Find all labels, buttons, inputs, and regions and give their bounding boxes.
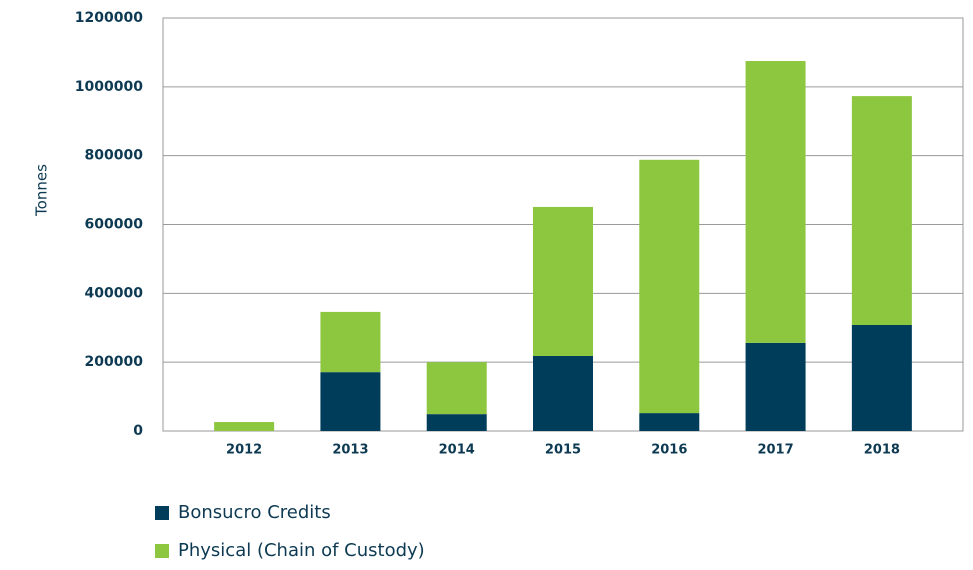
bar-segment — [639, 413, 700, 431]
y-tick-label: 400000 — [85, 285, 144, 301]
bar-segment — [320, 372, 381, 431]
legend-label: Bonsucro Credits — [178, 502, 331, 523]
legend-swatch — [155, 506, 169, 520]
x-tick-label: 2013 — [332, 443, 368, 458]
bar-segment — [745, 61, 806, 343]
bar-segment — [320, 311, 381, 373]
y-tick-label: 200000 — [85, 354, 144, 370]
legend-swatch — [155, 544, 169, 558]
x-tick-label: 2016 — [651, 443, 687, 458]
bar-segment — [851, 96, 912, 325]
legend-label: Physical (Chain of Custody) — [178, 540, 425, 561]
x-tick-label: 2012 — [226, 443, 262, 458]
x-tick-label: 2017 — [757, 443, 793, 458]
x-tick-label: 2014 — [439, 443, 475, 458]
y-tick-label: 600000 — [85, 217, 144, 233]
x-tick-label: 2015 — [545, 443, 581, 458]
bar-segment — [426, 414, 487, 431]
bar-segment — [745, 342, 806, 431]
y-tick-label: 1000000 — [75, 79, 143, 95]
y-tick-label: 0 — [133, 423, 143, 439]
y-tick-label: 800000 — [85, 148, 144, 164]
bar-segment — [533, 355, 593, 431]
bar-segment — [533, 206, 593, 356]
y-tick-label: 1200000 — [75, 10, 143, 26]
bar-segment — [214, 422, 275, 431]
y-axis-label: Tonnes — [33, 164, 51, 217]
bar-segment — [851, 324, 912, 431]
bar-segment — [639, 159, 700, 414]
x-tick-label: 2018 — [864, 443, 900, 458]
bar-segment — [426, 362, 487, 415]
